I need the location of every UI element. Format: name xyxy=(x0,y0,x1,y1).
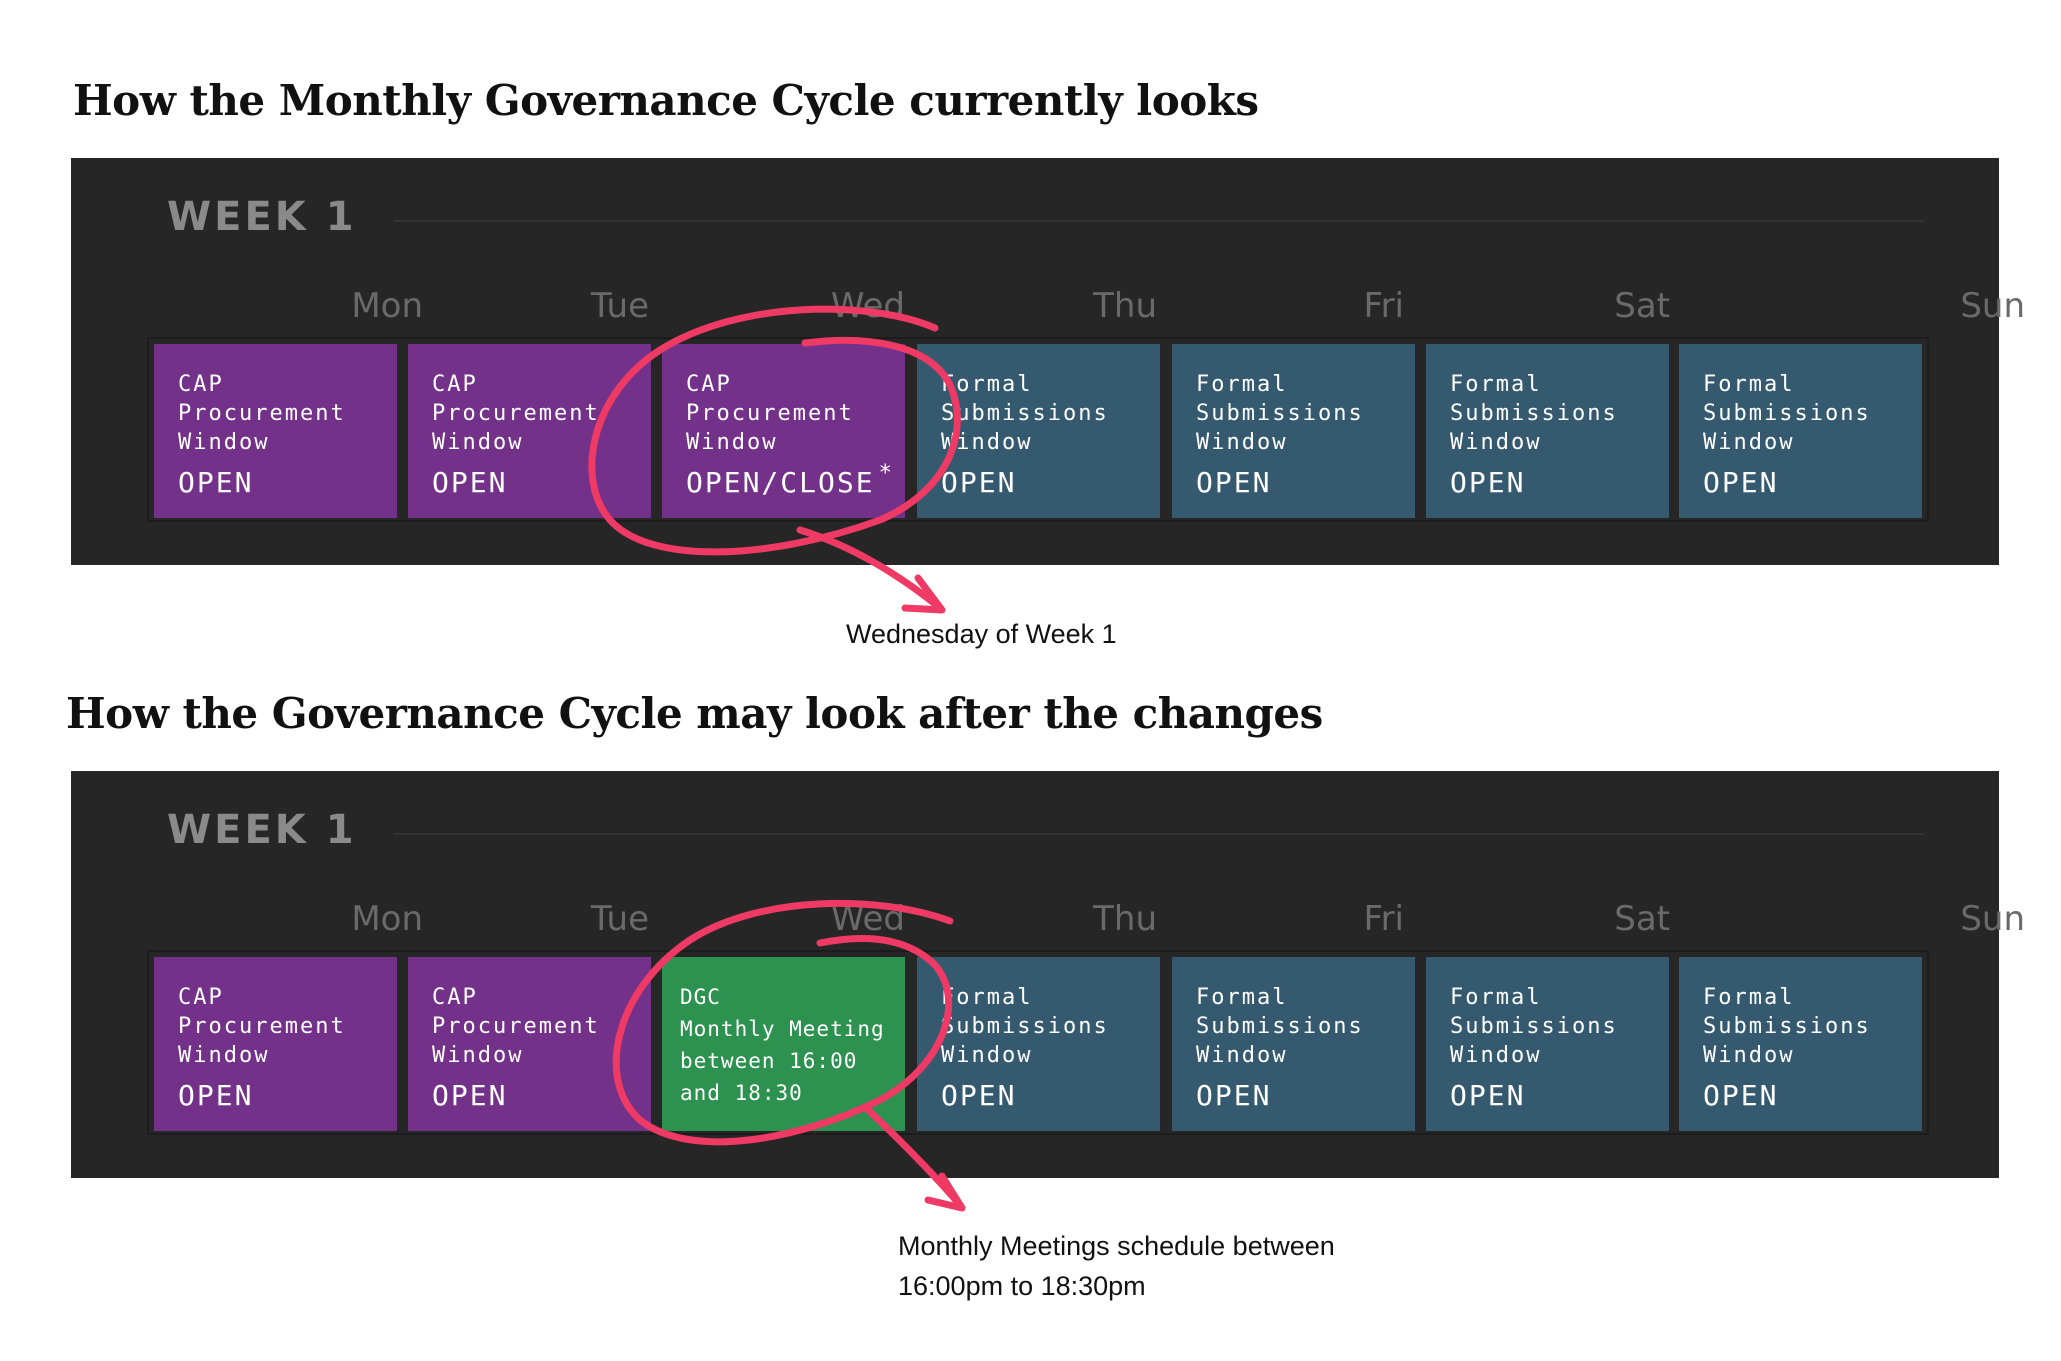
footnote-asterisk: * xyxy=(878,461,894,486)
bottom-day-sun: Sun xyxy=(1960,899,2025,939)
cell-status: OPEN xyxy=(1450,466,1526,499)
bottom-cell-tue: CAP Procurement Window OPEN xyxy=(408,957,651,1131)
cell-status: OPEN xyxy=(1196,1079,1272,1112)
bottom-cell-wed-dgc-meeting: DGC Monthly Meeting between 16:00 and 18… xyxy=(662,957,905,1131)
cell-title: CAP Procurement Window xyxy=(432,985,600,1068)
bottom-cell-sat: Formal Submissions Window OPEN xyxy=(1426,957,1669,1131)
bottom-day-mon: Mon xyxy=(351,899,423,939)
top-day-mon: Mon xyxy=(351,286,423,326)
top-day-tue: Tue xyxy=(590,286,649,326)
cell-title: Formal Submissions Window xyxy=(1703,985,1871,1068)
cell-status: OPEN xyxy=(1703,1079,1779,1112)
bottom-cell-sun: Formal Submissions Window OPEN xyxy=(1679,957,1922,1131)
cell-title: Formal Submissions Window xyxy=(1196,372,1364,455)
top-day-sat: Sat xyxy=(1614,286,1670,326)
bottom-cell-mon: CAP Procurement Window OPEN xyxy=(154,957,397,1131)
cell-status: OPEN xyxy=(432,1079,508,1112)
cell-title: Formal Submissions Window xyxy=(1450,985,1618,1068)
bottom-day-sat: Sat xyxy=(1614,899,1670,939)
bottom-day-fri: Fri xyxy=(1363,899,1404,939)
bottom-arrow-head xyxy=(924,1172,966,1212)
cell-status: OPEN xyxy=(178,1079,254,1112)
cell-status: OPEN xyxy=(1450,1079,1526,1112)
bottom-week-grid xyxy=(147,950,1929,1135)
top-cell-sat: Formal Submissions Window OPEN xyxy=(1426,344,1669,518)
status-text: OPEN/CLOSE xyxy=(686,466,875,499)
cell-status: OPEN/CLOSE * xyxy=(686,461,905,499)
top-week-divider xyxy=(394,220,1924,222)
bottom-cell-thu: Formal Submissions Window OPEN xyxy=(917,957,1160,1131)
cell-title: Formal Submissions Window xyxy=(1703,372,1871,455)
bottom-annotation: Monthly Meetings schedule between 16:00p… xyxy=(898,1226,1335,1306)
top-arrow-head xyxy=(901,574,946,614)
cell-title: CAP Procurement Window xyxy=(178,372,346,455)
top-annotation: Wednesday of Week 1 xyxy=(846,619,1117,649)
top-day-fri: Fri xyxy=(1363,286,1404,326)
top-cell-thu: Formal Submissions Window OPEN xyxy=(917,344,1160,518)
cell-title: CAP Procurement Window xyxy=(686,372,854,455)
bottom-calendar-panel: WEEK 1 Mon Tue Wed Thu Fri Sat Sun CAP P… xyxy=(71,771,2025,1178)
top-cell-fri: Formal Submissions Window OPEN xyxy=(1172,344,1415,518)
bottom-day-thu: Thu xyxy=(1093,899,1157,939)
top-heading: How the Monthly Governance Cycle current… xyxy=(73,76,1259,125)
top-day-wed: Wed xyxy=(830,286,905,326)
bottom-day-wed: Wed xyxy=(830,899,905,939)
top-week-label: WEEK 1 xyxy=(167,194,357,240)
cell-title: Formal Submissions Window xyxy=(1450,372,1618,455)
top-cell-tue: CAP Procurement Window OPEN xyxy=(408,344,651,518)
top-calendar-panel: WEEK 1 Mon Tue Wed Thu Fri Sat Sun CAP P… xyxy=(71,158,2025,565)
cell-status: OPEN xyxy=(432,466,508,499)
cell-status: OPEN xyxy=(941,1079,1017,1112)
bottom-week-label: WEEK 1 xyxy=(167,807,357,853)
cell-title: Formal Submissions Window xyxy=(941,985,1109,1068)
top-cell-mon: CAP Procurement Window OPEN xyxy=(154,344,397,518)
cell-title: CAP Procurement Window xyxy=(432,372,600,455)
bottom-cell-fri: Formal Submissions Window OPEN xyxy=(1172,957,1415,1131)
top-week-grid xyxy=(147,337,1929,522)
bottom-day-tue: Tue xyxy=(590,899,649,939)
cell-status: OPEN xyxy=(1196,466,1272,499)
cell-status: OPEN xyxy=(1703,466,1779,499)
top-cell-sun: Formal Submissions Window OPEN xyxy=(1679,344,1922,518)
bottom-heading: How the Governance Cycle may look after … xyxy=(66,689,1323,738)
cell-status: OPEN xyxy=(941,466,1017,499)
top-cell-wed: CAP Procurement Window OPEN/CLOSE * xyxy=(662,344,905,518)
cell-title: Formal Submissions Window xyxy=(941,372,1109,455)
bottom-annotation-line-2: 16:00pm to 18:30pm xyxy=(898,1271,1146,1301)
top-day-thu: Thu xyxy=(1093,286,1157,326)
top-day-sun: Sun xyxy=(1960,286,2025,326)
bottom-week-divider xyxy=(394,833,1924,835)
cell-status: OPEN xyxy=(178,466,254,499)
cell-title: CAP Procurement Window xyxy=(178,985,346,1068)
cell-title: Formal Submissions Window xyxy=(1196,985,1364,1068)
bottom-annotation-line-1: Monthly Meetings schedule between xyxy=(898,1231,1335,1261)
cell-title: DGC Monthly Meeting between 16:00 and 18… xyxy=(680,985,885,1105)
